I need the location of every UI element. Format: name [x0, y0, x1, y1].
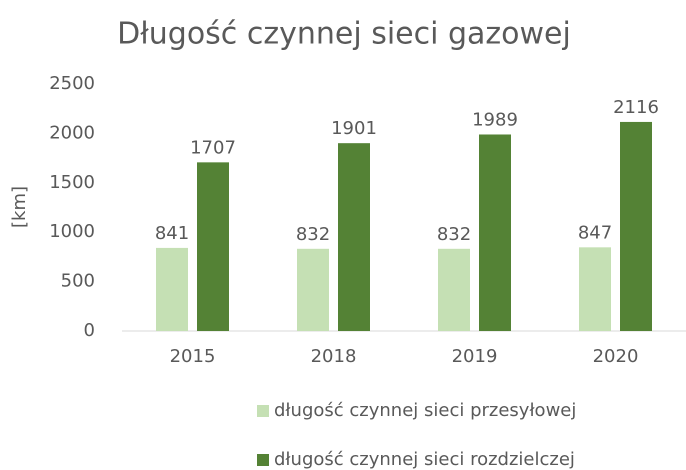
data-label: 1901 [331, 118, 377, 139]
y-tick-label: 1000 [49, 221, 95, 242]
legend-label: długość czynnej sieci przesyłowej [274, 400, 576, 421]
data-label: 847 [578, 222, 612, 243]
data-label: 841 [155, 223, 189, 244]
x-tick-label: 2018 [311, 346, 357, 367]
x-tick-label: 2020 [593, 346, 639, 367]
bar [438, 248, 470, 331]
legend-swatch [257, 405, 269, 417]
data-label: 832 [437, 224, 471, 245]
bar [297, 248, 329, 331]
bar [479, 134, 511, 331]
data-label: 1707 [190, 137, 236, 158]
y-tick-label: 0 [84, 320, 95, 341]
y-tick-label: 500 [61, 271, 95, 292]
legend-label: długość czynnej sieci rozdzielczej [274, 449, 575, 470]
bar [620, 121, 652, 331]
bar [197, 162, 229, 331]
y-axis-label: [km] [9, 186, 30, 228]
y-tick-label: 1500 [49, 172, 95, 193]
bar [156, 247, 188, 331]
data-label: 1989 [472, 109, 518, 130]
bar [338, 143, 370, 331]
y-tick-label: 2500 [49, 73, 95, 94]
data-label: 832 [296, 224, 330, 245]
data-label: 2116 [613, 97, 659, 118]
x-tick-label: 2019 [452, 346, 498, 367]
legend-swatch [257, 454, 269, 466]
x-tick-label: 2015 [170, 346, 216, 367]
y-tick-label: 2000 [49, 122, 95, 143]
chart-title: Długość czynnej sieci gazowej [117, 17, 571, 52]
bar [579, 247, 611, 331]
